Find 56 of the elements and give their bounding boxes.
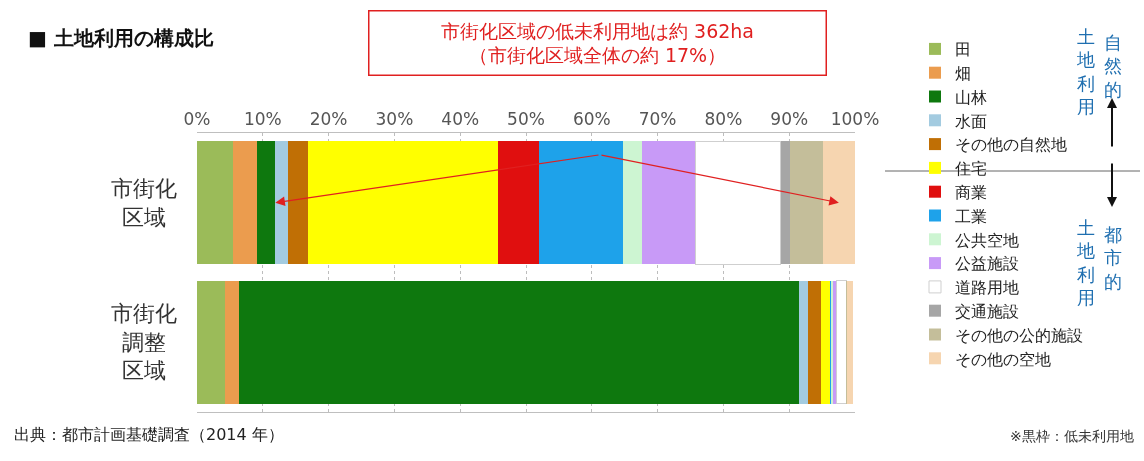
bar [641, 141, 696, 265]
x-tick-label: 60% [572, 109, 611, 130]
bar [538, 141, 624, 265]
bar [780, 141, 790, 265]
bar [789, 141, 823, 265]
x-tick-label: 80% [704, 109, 743, 130]
x-tick-label: 70% [638, 109, 677, 130]
bar [836, 280, 847, 405]
x-tick-label: 30% [375, 109, 414, 130]
bar [233, 141, 257, 265]
y-tick-label: 市街化調整区域 [111, 301, 177, 384]
bar [847, 280, 854, 404]
x-tick-label: 100% [830, 109, 880, 130]
bar [623, 141, 642, 265]
x-tick-label: 10% [243, 109, 282, 130]
legend-label: 水面 [955, 111, 987, 131]
legend-label: 住宅 [954, 159, 987, 179]
legend-label: 道路用地 [955, 278, 1019, 298]
text: 土地利用 [1076, 217, 1095, 309]
bar [287, 141, 309, 265]
bar [822, 141, 855, 265]
x-tick-label: 90% [770, 109, 809, 130]
legend-label: その他の空地 [955, 349, 1051, 369]
bar [799, 280, 809, 404]
bar [197, 141, 234, 265]
legend-label: 山林 [955, 87, 987, 107]
chart-title: ■ 土地利用の構成比 [28, 26, 214, 50]
legend-label: 公共空地 [955, 230, 1019, 250]
x-tick-label: 40% [441, 109, 480, 130]
y-tick-label: 市街化区域 [111, 176, 177, 230]
text: 市街化区域の低未利用地は約 362ha （市街化区域全体の約 17%） [441, 19, 754, 67]
text: ※黒枠：低未利用地 [1010, 428, 1134, 444]
bar [197, 280, 226, 404]
legend-label: 公益施設 [955, 254, 1019, 274]
bar [256, 141, 276, 265]
x-tick-label: 20% [309, 109, 348, 130]
legend-label: その他の自然地 [955, 135, 1067, 155]
bar [808, 280, 822, 404]
source-note: 出典：都市計画基礎調査（2014 年） [14, 425, 284, 444]
legend-label: 商業 [955, 182, 987, 202]
bar [498, 141, 539, 265]
legend-label: 工業 [955, 206, 987, 226]
legend-label: 田 [955, 40, 971, 60]
x-tick-label: 0% [183, 109, 211, 130]
legend-label: 畑 [955, 63, 971, 83]
bar [821, 280, 830, 404]
bar [308, 141, 499, 265]
text: 土地利用 [1076, 26, 1095, 118]
bar [695, 140, 782, 265]
bar [275, 141, 288, 265]
x-tick-label: 50% [507, 109, 545, 130]
legend-label: その他の公的施設 [955, 325, 1083, 345]
bar [225, 280, 240, 404]
text: 都市的 [1104, 224, 1122, 292]
legend-label: 交通施設 [955, 301, 1019, 321]
text: 自然的 [1104, 32, 1122, 100]
